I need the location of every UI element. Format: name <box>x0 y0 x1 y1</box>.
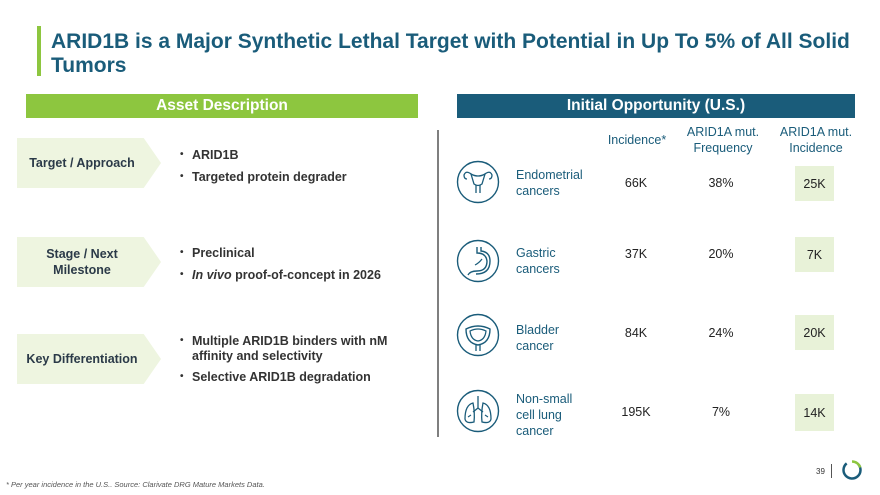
uterus-icon <box>456 160 500 204</box>
page-title: ARID1B is a Major Synthetic Lethal Targe… <box>51 30 850 77</box>
stage-milestone-bullets: Preclinical In vivo proof-of-concept in … <box>178 246 408 289</box>
incidence-value: 195K <box>621 405 651 419</box>
key-differentiation-bullets: Multiple ARID1B binders with nM affinity… <box>178 334 408 392</box>
mut-incidence-value: 25K <box>795 166 834 201</box>
key-differentiation-label: Key Differentiation <box>17 334 161 384</box>
frequency-value: 24% <box>708 326 734 340</box>
cancer-name-bladder: Bladder cancer <box>516 323 560 353</box>
company-logo-icon <box>842 460 862 480</box>
initial-opportunity-header: Initial Opportunity (U.S.) <box>457 94 855 118</box>
italic-term: In vivo <box>192 267 232 282</box>
asset-description-header: Asset Description <box>26 94 418 118</box>
cancer-name-endometrial: Endometrial cancers <box>516 168 583 198</box>
incidence-value: 66K <box>624 176 648 190</box>
lungs-icon <box>456 389 500 433</box>
col-header-mut-incidence: ARID1A mut. Incidence <box>779 125 853 155</box>
page-number-divider <box>831 464 832 478</box>
frequency-value: 20% <box>708 247 734 261</box>
cancer-name-nsclc: Non-small cell lung cancer <box>516 392 573 438</box>
stomach-icon <box>456 239 500 283</box>
mut-incidence-value: 7K <box>795 237 834 272</box>
frequency-value: 7% <box>711 405 731 419</box>
divider-line <box>437 130 439 437</box>
mut-incidence-value: 20K <box>795 315 834 350</box>
incidence-value: 37K <box>624 247 648 261</box>
page-number: 39 <box>816 467 825 476</box>
bullet-item: Multiple ARID1B binders with nM affinity… <box>178 334 408 363</box>
bullet-item: Selective ARID1B degradation <box>178 370 408 385</box>
bullet-item: ARID1B <box>178 148 408 163</box>
stage-milestone-label: Stage / Next Milestone <box>17 237 161 287</box>
bullet-item-italic: In vivo proof-of-concept in 2026 <box>178 268 408 283</box>
title-accent-bar <box>37 26 41 76</box>
mut-incidence-value: 14K <box>795 394 834 431</box>
col-header-incidence: Incidence* <box>607 133 667 147</box>
target-approach-label: Target / Approach <box>17 138 161 188</box>
bladder-icon <box>456 313 500 357</box>
cancer-name-gastric: Gastric cancers <box>516 246 560 276</box>
incidence-value: 84K <box>624 326 648 340</box>
bullet-item: Targeted protein degrader <box>178 170 408 185</box>
frequency-value: 38% <box>708 176 734 190</box>
footnote: * Per year incidence in the U.S.. Source… <box>6 480 265 489</box>
target-approach-bullets: ARID1B Targeted protein degrader <box>178 148 408 191</box>
bullet-item: Preclinical <box>178 246 408 261</box>
col-header-frequency: ARID1A mut. Frequency <box>686 125 760 155</box>
